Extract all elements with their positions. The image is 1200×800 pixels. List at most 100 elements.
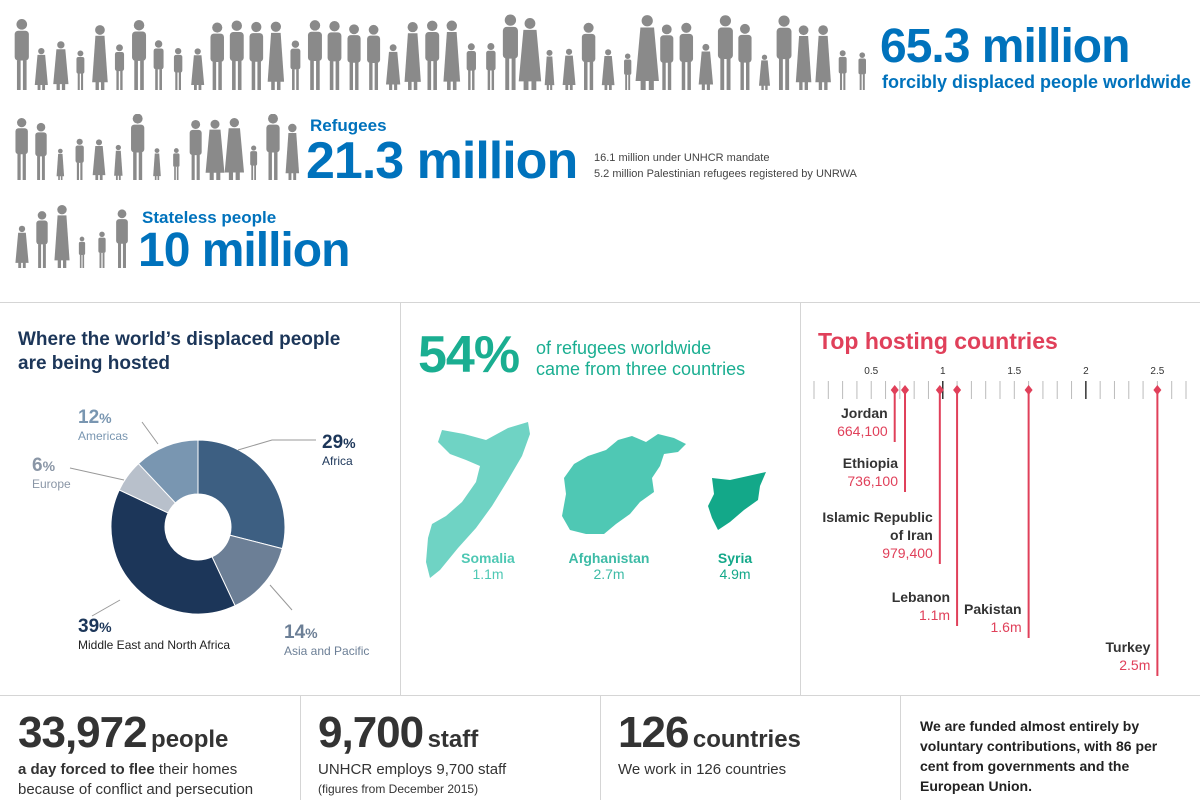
person-silhouette-icon — [229, 20, 244, 90]
person-silhouette-icon — [635, 15, 659, 90]
host-marker-1 — [890, 385, 899, 395]
person-silhouette-icon — [153, 148, 161, 180]
donut-leader-line — [269, 584, 293, 611]
origins-text: of refugees worldwide came from three co… — [536, 338, 745, 380]
person-silhouette-icon — [53, 41, 69, 90]
hosted-title-line-2: are being hosted — [18, 353, 171, 374]
host-marker-5 — [1024, 385, 1033, 395]
host-marker-2 — [901, 385, 910, 395]
person-silhouette-icon — [114, 144, 123, 180]
person-silhouette-icon — [15, 225, 29, 268]
host-name-2: Ethiopia — [843, 455, 898, 471]
stateless-label: Stateless people — [142, 208, 277, 227]
person-silhouette-icon — [250, 145, 258, 180]
stat-flee-desc-rest: their homes — [154, 761, 238, 778]
host-name-3: Islamic Republic — [822, 509, 933, 525]
person-silhouette-icon — [76, 50, 85, 90]
host-value-5: 1.6m — [990, 619, 1021, 635]
person-silhouette-icon — [601, 49, 615, 90]
person-silhouette-icon — [698, 43, 714, 90]
person-silhouette-icon — [518, 18, 542, 90]
stat-staff-note: (figures from December 2015) — [318, 782, 479, 796]
stat-flee-desc: a day forced to flee their homes because… — [18, 760, 253, 800]
person-silhouette-icon — [15, 117, 28, 180]
hosted-title: Where the world’s displaced people are b… — [18, 328, 340, 376]
stat-flee: 33,972 people — [18, 708, 228, 758]
country-somalia-name: Somalia — [461, 550, 515, 566]
person-silhouette-icon — [581, 22, 596, 90]
host-value-2: 736,100 — [847, 473, 898, 489]
host-name-1: Jordan — [841, 405, 888, 421]
person-silhouette-icon — [679, 22, 694, 90]
person-silhouette-icon — [738, 23, 752, 90]
origins-text-line-1: of refugees worldwide — [536, 338, 712, 358]
country-syria: Syria 4.9m — [700, 550, 770, 582]
person-silhouette-icon — [205, 119, 225, 180]
person-silhouette-icon — [36, 211, 48, 268]
stat-countries-unit: countries — [692, 726, 801, 753]
host-name-line2-3: of Iran — [890, 527, 933, 543]
axis-tick-label: 0.5 — [864, 366, 878, 377]
label-africa-name: Africa — [322, 454, 353, 468]
person-silhouette-icon — [34, 47, 48, 90]
stateless-value: 10 million — [138, 224, 350, 277]
person-silhouette-icon — [132, 19, 147, 90]
person-silhouette-icon — [758, 54, 771, 90]
origins-pct: 54% — [418, 326, 520, 384]
person-silhouette-icon — [502, 14, 518, 90]
donut-slice-africa — [197, 439, 286, 550]
country-afghanistan-value: 2.7m — [593, 566, 625, 582]
somalia-map — [426, 422, 530, 578]
host-marker-6 — [1153, 385, 1162, 395]
person-silhouette-icon — [191, 48, 205, 90]
person-silhouette-icon — [443, 20, 461, 90]
person-silhouette-icon — [795, 25, 812, 90]
label-americas: 12% Americas — [78, 407, 128, 443]
person-silhouette-icon — [78, 236, 86, 268]
refugees-label: Refugees — [310, 116, 387, 135]
person-silhouette-icon — [858, 52, 866, 90]
refugees-note-unhcr: 16.1 million under UNHCR mandate — [594, 152, 770, 164]
person-silhouette-icon — [466, 43, 476, 90]
stat-flee-desc-bold: a day forced to flee — [18, 761, 155, 778]
afghanistan-map — [562, 434, 686, 534]
stat-countries-desc: We work in 126 countries — [618, 761, 787, 778]
label-mena-pct: 39 — [78, 616, 100, 637]
stat-flee-desc-2: because of conflict and persecution — [18, 781, 254, 798]
label-americas-pct-sym: % — [99, 410, 112, 426]
host-name-5: Pakistan — [964, 601, 1022, 617]
person-silhouette-icon — [562, 48, 576, 90]
refugees-value: 21.3 million — [306, 132, 578, 190]
person-silhouette-icon — [224, 117, 245, 180]
person-silhouette-icon — [92, 25, 108, 90]
person-silhouette-icon — [153, 40, 164, 90]
person-silhouette-icon — [327, 21, 342, 90]
label-europe: 6% Europe — [32, 455, 71, 491]
stat-staff-number: 9,700 — [318, 708, 424, 757]
donut-leader-line — [141, 421, 159, 445]
host-value-1: 664,100 — [837, 423, 888, 439]
label-asia-pct: 14 — [284, 622, 306, 643]
person-silhouette-icon — [717, 15, 733, 90]
host-marker-3 — [935, 385, 944, 395]
country-afghanistan: Afghanistan 2.7m — [557, 550, 661, 582]
stat-flee-unit: people — [151, 726, 229, 753]
label-mena-name: Middle East and North Africa — [78, 638, 231, 652]
divider-stat-3 — [900, 695, 901, 800]
person-silhouette-icon — [776, 15, 792, 90]
stat-staff-desc: UNHCR employs 9,700 staff — [318, 761, 507, 778]
person-silhouette-icon — [92, 139, 106, 180]
divider-panel-2 — [800, 302, 801, 696]
label-africa: 29% Africa — [322, 432, 356, 468]
label-africa-pct: 29 — [322, 432, 344, 453]
person-silhouette-icon — [544, 49, 555, 90]
person-silhouette-icon — [624, 53, 632, 90]
total-displaced-value: 65.3 million — [880, 20, 1130, 73]
person-silhouette-icon — [114, 44, 125, 90]
donut-slice-americas — [137, 439, 199, 504]
host-value-6: 2.5m — [1119, 657, 1150, 673]
person-silhouette-icon — [486, 42, 496, 90]
label-asia-name: Asia and Pacific — [284, 644, 370, 658]
country-syria-value: 4.9m — [719, 566, 751, 582]
person-silhouette-icon — [425, 20, 440, 90]
